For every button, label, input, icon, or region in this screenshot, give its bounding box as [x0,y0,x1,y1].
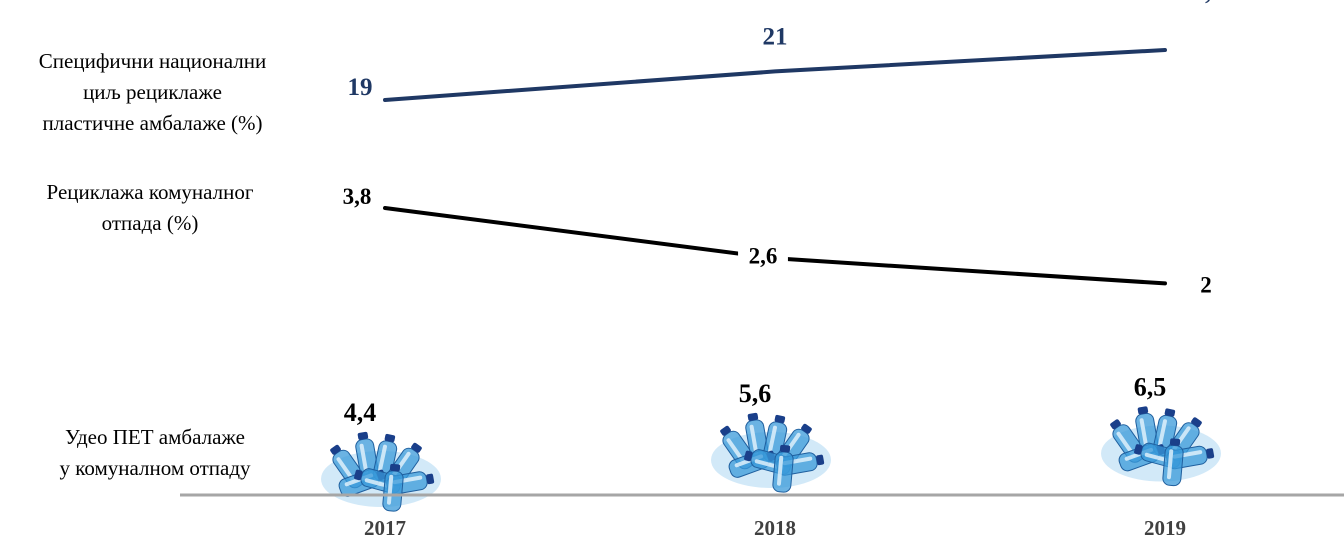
series-label-line: Рециклажа комуналног [46,180,254,204]
plastic-bottles-icon [711,412,831,493]
plastic-bottles-icon [321,431,441,512]
data-label: 2,6 [749,243,778,268]
x-tick-label: 2017 [364,516,406,539]
data-label-backdrop [755,24,795,52]
series-label-line: пластичне амбалаже (%) [42,111,263,135]
plastic-bottles-icon [1101,406,1221,487]
series-label-pet-share: Удео ПЕТ амбалаже у комуналном отпаду [0,422,310,484]
data-label-backdrop [738,245,788,270]
x-tick-label: 2019 [1144,516,1186,539]
series-label-line: Удео ПЕТ амбалаже [65,425,245,449]
series-label-municipal-recycling: Рециклажа комуналног отпада (%) [0,177,300,239]
data-label: 2 [1200,272,1212,297]
x-tick-label: 2018 [754,516,796,539]
data-label: 5,6 [739,379,772,408]
data-label: 4,4 [344,398,377,427]
data-label: 19 [348,74,373,101]
data-label: 6,5 [1134,373,1167,402]
series-label-line: циљ рециклаже [83,80,222,104]
series-label-line: у комуналном отпаду [59,456,251,480]
series-line-0 [383,48,1167,102]
data-label: 22,5 [1180,0,1224,5]
data-label: 21 [763,23,788,50]
series-label-plastic-target: Специфични национални циљ рециклаже плас… [0,46,305,139]
data-label: 3,8 [343,184,372,209]
series-label-line: Специфични национални [38,49,267,73]
series-label-line: отпада (%) [101,211,199,235]
